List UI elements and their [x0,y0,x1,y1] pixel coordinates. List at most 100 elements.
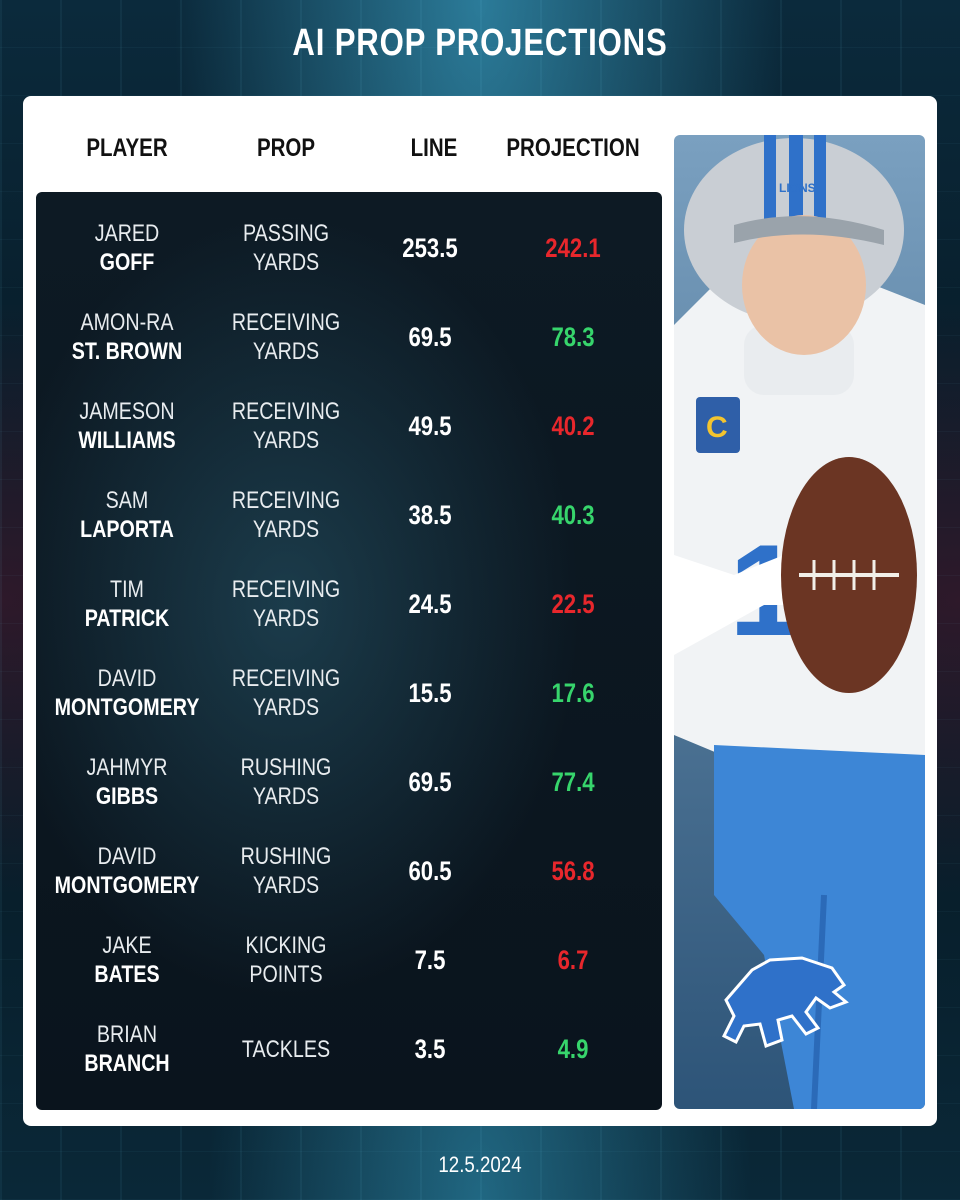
prop-label-line2: YARDS [252,605,320,632]
column-header-prop: PROP [256,134,316,162]
prop-label-line1: RECEIVING [231,487,341,514]
player-first-name: JARED [94,220,160,247]
table-row: DAVID MONTGOMERY RECEIVING YARDS 15.5 17.6 [36,649,662,738]
prop-label-line2: YARDS [252,516,320,543]
helmet-text: LIONS [779,181,816,195]
prop-type: RUSHING YARDS [186,842,386,900]
table-row: AMON-RA ST. BROWN RECEIVING YARDS 69.5 78.3 [36,293,662,382]
player-photo: LIONS C 16 [674,135,925,1109]
prop-label-line1: RECEIVING [231,309,341,336]
prop-type: RECEIVING YARDS [186,575,386,633]
prop-label-line1: RUSHING [240,843,332,870]
prop-label-line1: TACKLES [241,1036,331,1063]
line-value: 49.5 [408,411,452,441]
prop-label-line2: YARDS [252,872,320,899]
prop-label-line1: RECEIVING [231,665,341,692]
line-value: 69.5 [408,322,452,352]
prop-type: RECEIVING YARDS [186,308,386,366]
prop-type: KICKING POINTS [186,931,386,989]
projection-value: 22.5 [551,589,595,619]
player-last-name: MONTGOMERY [54,872,200,899]
prop-label-line1: RECEIVING [231,398,341,425]
projection-value: 4.9 [557,1034,589,1064]
line-value: 7.5 [414,945,446,975]
prop-type: RECEIVING YARDS [186,397,386,455]
player-last-name: LAPORTA [80,516,174,543]
prop-label-line2: YARDS [252,783,320,810]
player-first-name: SAM [105,487,149,514]
prop-label-line1: KICKING [245,932,327,959]
player-name: JARED GOFF [36,219,227,277]
prop-type: RECEIVING YARDS [186,664,386,722]
table-row: TIM PATRICK RECEIVING YARDS 24.5 22.5 [36,560,662,649]
player-first-name: JAKE [102,932,152,959]
table-row: JAKE BATES KICKING POINTS 7.5 6.7 [36,916,662,1005]
prop-label-line2: YARDS [252,427,320,454]
prop-type: TACKLES [186,1035,386,1064]
prop-label-line1: RUSHING [240,754,332,781]
date-label: 12.5.2024 [438,1152,522,1177]
player-first-name: BRIAN [96,1021,158,1048]
prop-label-line2: POINTS [249,961,323,988]
prop-label-line2: YARDS [252,249,320,276]
player-name: JAKE BATES [36,931,227,989]
prop-label-line1: RECEIVING [231,576,341,603]
player-name: DAVID MONTGOMERY [36,842,227,900]
player-name: SAM LAPORTA [36,486,227,544]
quarterback-illustration: LIONS C 16 [674,135,925,1109]
player-last-name: WILLIAMS [78,427,176,454]
player-last-name: BATES [94,961,160,988]
projection-value: 77.4 [551,767,595,797]
line-value: 24.5 [408,589,452,619]
prop-type: RECEIVING YARDS [186,486,386,544]
player-last-name: BRANCH [84,1050,170,1077]
projection-value: 40.2 [551,411,595,441]
player-first-name: AMON-RA [80,309,174,336]
prop-type: RUSHING YARDS [186,753,386,811]
player-last-name: GIBBS [95,783,159,810]
projection-value: 242.1 [545,233,601,263]
player-name: JAMESON WILLIAMS [36,397,227,455]
player-first-name: JAHMYR [86,754,168,781]
column-header-line: LINE [410,134,458,162]
table-row: JAMESON WILLIAMS RECEIVING YARDS 49.5 40.2 [36,382,662,471]
projection-table: JARED GOFF PASSING YARDS 253.5 242.1 AMON-RA ST… [36,192,662,1110]
player-name: JAHMYR GIBBS [36,753,227,811]
line-value: 15.5 [408,678,452,708]
lions-logo-icon [721,956,849,1048]
prop-label-line1: PASSING [242,220,330,247]
projection-value: 6.7 [557,945,589,975]
projection-value: 78.3 [551,322,595,352]
player-name: TIM PATRICK [36,575,227,633]
prop-label-line2: YARDS [252,694,320,721]
table-row: SAM LAPORTA RECEIVING YARDS 38.5 40.3 [36,471,662,560]
player-name: BRIAN BRANCH [36,1020,227,1078]
projection-value: 17.6 [551,678,595,708]
table-row: DAVID MONTGOMERY RUSHING YARDS 60.5 56.8 [36,827,662,916]
player-first-name: JAMESON [79,398,175,425]
prop-type: PASSING YARDS [186,219,386,277]
line-value: 69.5 [408,767,452,797]
svg-text:C: C [706,411,728,444]
table-row: JAHMYR GIBBS RUSHING YARDS 69.5 77.4 [36,738,662,827]
column-header-player: PLAYER [86,134,168,162]
table-row: BRIAN BRANCH TACKLES 3.5 4.9 [36,1005,662,1094]
projection-value: 40.3 [551,500,595,530]
page-title: AI PROP PROJECTIONS [292,22,668,64]
player-last-name: ST. BROWN [71,338,183,365]
player-first-name: DAVID [97,843,157,870]
player-name: DAVID MONTGOMERY [36,664,227,722]
player-name: AMON-RA ST. BROWN [36,308,227,366]
projection-value: 56.8 [551,856,595,886]
line-value: 3.5 [414,1034,446,1064]
line-value: 253.5 [402,233,458,263]
player-first-name: TIM [110,576,144,603]
player-last-name: GOFF [99,249,155,276]
line-value: 38.5 [408,500,452,530]
player-last-name: MONTGOMERY [54,694,200,721]
line-value: 60.5 [408,856,452,886]
player-first-name: DAVID [97,665,157,692]
table-row: JARED GOFF PASSING YARDS 253.5 242.1 [36,204,662,293]
prop-label-line2: YARDS [252,338,320,365]
player-last-name: PATRICK [84,605,170,632]
